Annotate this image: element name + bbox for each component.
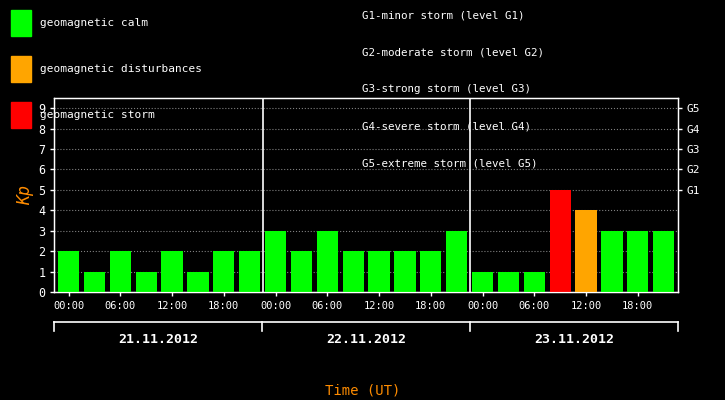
- Text: geomagnetic disturbances: geomagnetic disturbances: [40, 64, 202, 74]
- Text: G5-extreme storm (level G5): G5-extreme storm (level G5): [362, 159, 538, 169]
- Text: Time (UT): Time (UT): [325, 384, 400, 398]
- Text: 22.11.2012: 22.11.2012: [326, 333, 406, 346]
- Text: G3-strong storm (level G3): G3-strong storm (level G3): [362, 84, 531, 94]
- Bar: [550, 190, 571, 292]
- Bar: [265, 231, 286, 292]
- Bar: [498, 272, 519, 292]
- Text: geomagnetic calm: geomagnetic calm: [40, 18, 148, 28]
- Bar: [653, 231, 674, 292]
- Text: G1-minor storm (level G1): G1-minor storm (level G1): [362, 10, 525, 20]
- Bar: [420, 251, 442, 292]
- Y-axis label: Kp: Kp: [16, 185, 34, 205]
- Bar: [109, 251, 131, 292]
- Bar: [291, 251, 312, 292]
- Bar: [368, 251, 389, 292]
- Bar: [136, 272, 157, 292]
- Bar: [239, 251, 260, 292]
- Text: G2-moderate storm (level G2): G2-moderate storm (level G2): [362, 47, 544, 57]
- Bar: [576, 210, 597, 292]
- Text: 21.11.2012: 21.11.2012: [118, 333, 199, 346]
- Bar: [84, 272, 105, 292]
- Text: G4-severe storm (level G4): G4-severe storm (level G4): [362, 122, 531, 132]
- Bar: [213, 251, 234, 292]
- Bar: [627, 231, 648, 292]
- Bar: [601, 231, 623, 292]
- Bar: [187, 272, 209, 292]
- Bar: [446, 231, 468, 292]
- Bar: [317, 231, 338, 292]
- Bar: [58, 251, 79, 292]
- Bar: [523, 272, 545, 292]
- Bar: [343, 251, 364, 292]
- Bar: [472, 272, 493, 292]
- Bar: [394, 251, 415, 292]
- Text: 23.11.2012: 23.11.2012: [534, 333, 614, 346]
- Text: geomagnetic storm: geomagnetic storm: [40, 110, 154, 120]
- Bar: [162, 251, 183, 292]
